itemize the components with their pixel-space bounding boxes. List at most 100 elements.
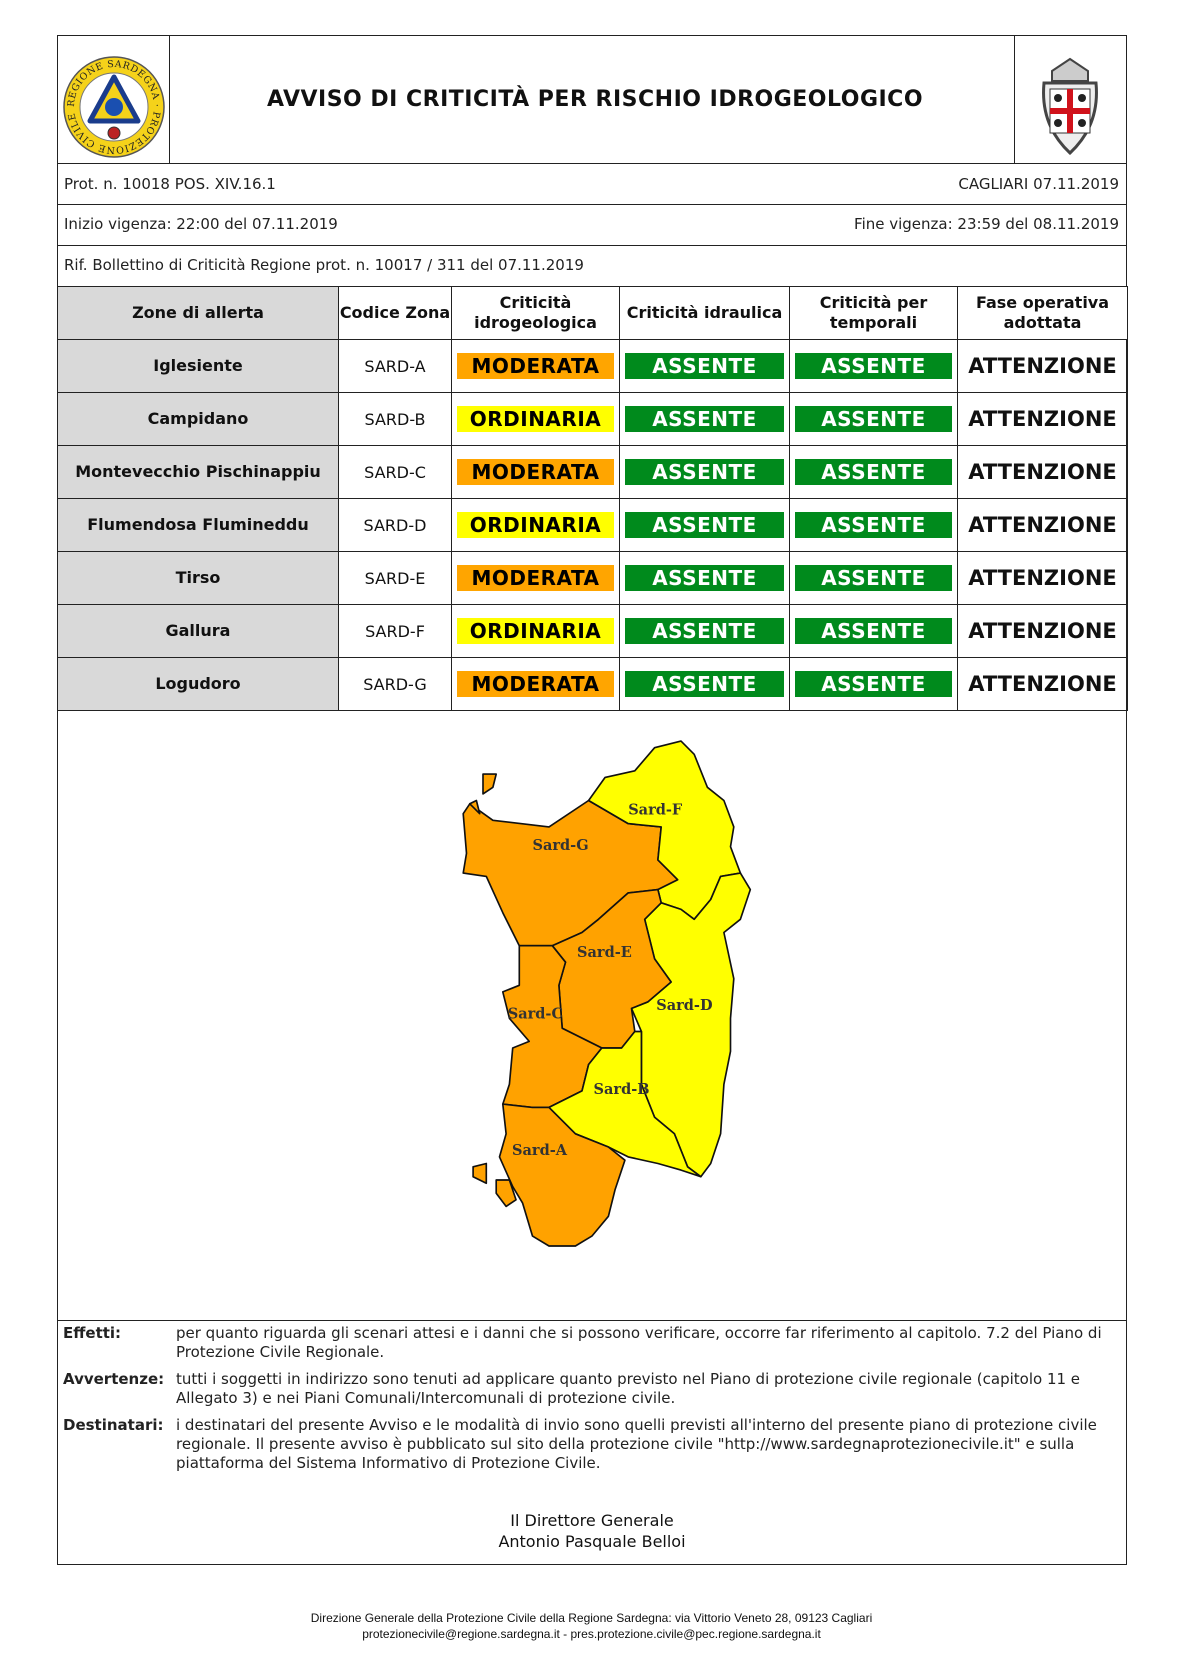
zone-name: Iglesiente xyxy=(57,339,339,393)
hydrogeological-level: MODERATA xyxy=(451,657,620,711)
hydrogeological-level: MODERATA xyxy=(451,551,620,605)
table-row: Iglesiente SARD-A MODERATA ASSENTE ASSENTE AT… xyxy=(57,339,1128,393)
hydraulic-level: ASSENTE xyxy=(619,392,790,446)
hydraulic-level: ASSENTE xyxy=(619,445,790,499)
level-badge: ORDINARIA xyxy=(457,618,614,644)
map-label-c: Sard-C xyxy=(508,1005,563,1022)
coat-of-arms-logo xyxy=(1042,57,1098,156)
hydraulic-level: ASSENTE xyxy=(619,604,790,658)
divider xyxy=(169,35,170,163)
operational-phase-text: ATTENZIONE xyxy=(968,672,1117,696)
header-hydraulic: Criticità idraulica xyxy=(619,286,790,340)
note-text: i destinatari del presente Avviso e le m… xyxy=(176,1416,1097,1472)
document-frame xyxy=(57,35,1127,1565)
zone-name: Campidano xyxy=(57,392,339,446)
signature-name: Antonio Pasquale Belloi xyxy=(498,1532,686,1551)
level-badge: ASSENTE xyxy=(795,512,952,538)
level-badge: ASSENTE xyxy=(625,618,784,644)
zone-name: Montevecchio Pischinappiu xyxy=(57,445,339,499)
operational-phase: ATTENZIONE xyxy=(957,604,1128,658)
zone-code-text: SARD-G xyxy=(363,674,427,694)
zone-code: SARD-B xyxy=(338,392,452,446)
zone-code-text: SARD-C xyxy=(364,462,426,482)
map-zone-b xyxy=(548,1030,702,1178)
zone-code-text: SARD-A xyxy=(364,356,426,376)
map-label-d: Sard-D xyxy=(656,997,712,1014)
hydrogeological-level: ORDINARIA xyxy=(451,604,620,658)
zone-code-text: SARD-B xyxy=(364,409,426,429)
map-island xyxy=(472,1162,488,1185)
zone-name: Logudoro xyxy=(57,657,339,711)
divider xyxy=(57,1320,1127,1321)
divider xyxy=(57,245,1127,246)
operational-phase: ATTENZIONE xyxy=(957,339,1128,393)
hydraulic-level: ASSENTE xyxy=(619,551,790,605)
map-label-a: Sard-A xyxy=(512,1142,568,1159)
hydrogeological-level: ORDINARIA xyxy=(451,392,620,446)
level-badge: ASSENTE xyxy=(795,353,952,379)
map-label-g: Sard-G xyxy=(533,837,589,854)
operational-phase-text: ATTENZIONE xyxy=(968,513,1117,537)
zone-name-text: Tirso xyxy=(175,568,221,587)
alerts-table: Zone di allerta Codice Zona Criticità id… xyxy=(57,286,1128,711)
storms-level: ASSENTE xyxy=(789,445,958,499)
note-label: Avvertenze: xyxy=(63,1370,165,1388)
zone-name-text: Iglesiente xyxy=(153,356,243,375)
storms-level: ASSENTE xyxy=(789,657,958,711)
signature-block: Il Direttore Generale Antonio Pasquale B… xyxy=(57,1510,1127,1552)
zone-code: SARD-G xyxy=(338,657,452,711)
note-label: Effetti: xyxy=(63,1324,122,1342)
sardinia-alert-map: Sard-G Sard-F Sard-E Sard-C Sard-D Sard-… xyxy=(462,740,752,1247)
operational-phase: ATTENZIONE xyxy=(957,657,1128,711)
operational-phase-text: ATTENZIONE xyxy=(968,354,1117,378)
level-badge: ASSENTE xyxy=(795,406,952,432)
hydraulic-level: ASSENTE xyxy=(619,339,790,393)
map-label-b: Sard-B xyxy=(594,1081,650,1098)
storms-level: ASSENTE xyxy=(789,551,958,605)
note-warnings: Avvertenze: tutti i soggetti in indirizzo… xyxy=(63,1370,1123,1408)
footer-address: Direzione Generale della Protezione Civi… xyxy=(310,1611,873,1625)
level-badge: ASSENTE xyxy=(625,459,784,485)
validity-start: Inizio vigenza: 22:00 del 07.11.2019 xyxy=(64,215,338,233)
level-badge: MODERATA xyxy=(457,671,614,697)
zone-name-text: Campidano xyxy=(147,409,249,428)
table-row: Logudoro SARD-G MODERATA ASSENTE ASSENTE ATTE… xyxy=(57,657,1128,711)
protocol-number: Prot. n. 10018 POS. XIV.16.1 xyxy=(64,175,276,193)
bulletin-reference: Rif. Bollettino di Criticità Regione pro… xyxy=(64,256,584,274)
page-title: AVVISO DI CRITICITÀ PER RISCHIO IDROGEOL… xyxy=(266,87,924,112)
level-badge: MODERATA xyxy=(457,353,614,379)
note-text: per quanto riguarda gli scenari attesi e… xyxy=(176,1324,1102,1361)
table-row: Flumendosa Flumineddu SARD-D ORDINARIA ASSE… xyxy=(57,498,1128,552)
header-code: Codice Zona xyxy=(338,286,452,340)
map-island xyxy=(482,773,498,795)
table-row: Campidano SARD-B ORDINARIA ASSENTE ASSENTE AT… xyxy=(57,392,1128,446)
storms-level: ASSENTE xyxy=(789,392,958,446)
note-recipients: Destinatari: i destinatari del presente A… xyxy=(63,1416,1123,1473)
hydrogeological-level: MODERATA xyxy=(451,339,620,393)
footer-emails: protezionecivile@regione.sardegna.it - p… xyxy=(362,1627,821,1641)
level-badge: ASSENTE xyxy=(625,406,784,432)
zone-code-text: SARD-E xyxy=(364,568,426,588)
signature-role: Il Direttore Generale xyxy=(510,1511,674,1530)
divider xyxy=(57,163,1127,164)
map-zone-a xyxy=(498,1103,626,1247)
storms-level: ASSENTE xyxy=(789,498,958,552)
operational-phase-text: ATTENZIONE xyxy=(968,619,1117,643)
level-badge: MODERATA xyxy=(457,565,614,591)
table-row: Montevecchio Pischinappiu SARD-C MODERATA A… xyxy=(57,445,1128,499)
operational-phase: ATTENZIONE xyxy=(957,551,1128,605)
zone-name: Gallura xyxy=(57,604,339,658)
map-label-e: Sard-E xyxy=(577,944,632,961)
level-badge: ASSENTE xyxy=(625,565,784,591)
zone-code-text: SARD-F xyxy=(365,621,425,641)
header-storms: Criticità per temporali xyxy=(789,286,958,340)
zone-name-text: Gallura xyxy=(165,621,231,640)
zone-code: SARD-A xyxy=(338,339,452,393)
level-badge: ASSENTE xyxy=(625,671,784,697)
storms-level: ASSENTE xyxy=(789,604,958,658)
note-label: Destinatari: xyxy=(63,1416,164,1434)
hydrogeological-level: MODERATA xyxy=(451,445,620,499)
operational-phase: ATTENZIONE xyxy=(957,392,1128,446)
zone-code: SARD-E xyxy=(338,551,452,605)
